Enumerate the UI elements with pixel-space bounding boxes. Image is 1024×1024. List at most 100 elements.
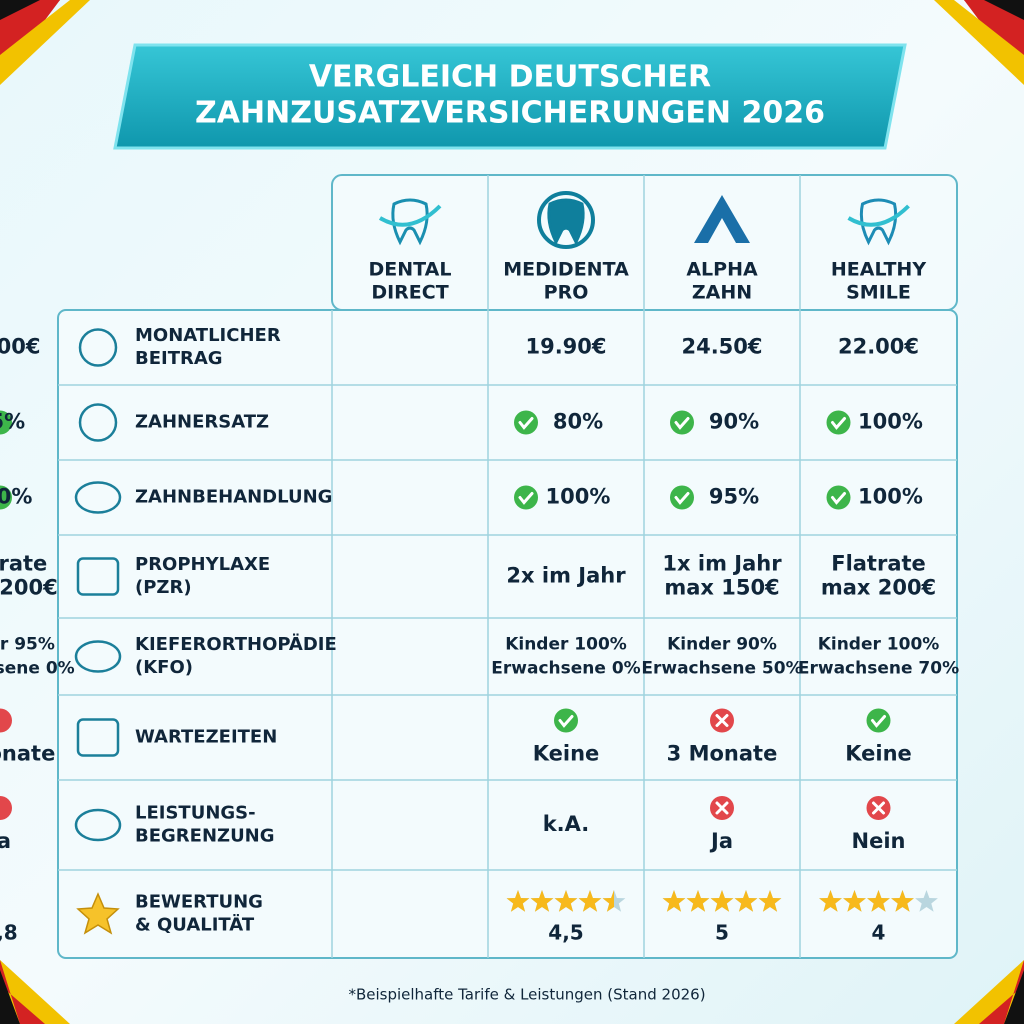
cell-text: Kinder 95% [0,635,55,655]
cell-text: 100% [858,485,923,509]
row-icon [74,481,122,514]
star-filled [819,890,842,912]
cell-text: 85% [0,410,25,434]
cell-text: Kinder 100% [505,635,627,655]
cell-text: Erwachsene 0% [0,659,75,679]
provider-name: HEALTHY [831,259,926,281]
provider-logo [378,198,442,246]
status-circle [554,708,578,733]
provider-logo [847,198,910,246]
cell-text: 90% [709,410,759,434]
status-circle [0,410,12,435]
provider-name: MEDIDENTA [503,259,629,281]
cell-text: 1x im Jahr [662,552,782,576]
row-label: KIEFERORTHOPÄDIE [135,633,337,655]
cell-text: max 150€ [664,576,779,600]
star-filled [758,890,782,912]
status-glyph [831,417,846,430]
status-glyph [715,714,729,727]
status-circle [514,410,538,435]
status-circle [866,708,891,733]
status-icon [0,411,12,435]
cell-text: 28.00€ [0,335,41,359]
cell-text: 6 Monate [0,742,55,766]
provider-name: DENTAL [369,259,452,281]
cell-text: Flatrate [0,552,47,576]
cell-text: Erwachsene 50% [641,659,802,679]
cell-text: 19.90€ [525,335,606,359]
cell-text: Erwachsene 0% [491,659,640,679]
status-glyph [558,715,574,728]
star-empty [915,890,938,912]
row-label: BEWERTUNG [135,892,263,913]
provider-name: ALPHA [686,259,758,281]
row-icon [76,892,120,935]
star-filled [867,890,890,912]
cell-text: Ja [709,829,733,853]
status-icon [710,796,734,820]
cell-text: Flatrate [831,552,926,576]
title-line: ZAHNZUSATZVERSICHERUNGEN 2026 [195,96,825,131]
star-filled [554,890,578,912]
star-rating [506,890,626,912]
status-circle [0,485,12,510]
table-body [57,309,958,959]
cell-text: Keine [845,742,912,766]
status-glyph [831,492,846,505]
star-filled [734,890,758,912]
status-icon [710,708,734,733]
star-filled [843,890,866,912]
logo-swoosh [847,204,910,227]
cell-text: Kinder 90% [667,635,777,655]
cell-text: k.A. [543,812,590,836]
status-icon [514,410,538,435]
cell-text: 2x im Jahr [506,564,626,588]
status-icon [826,485,851,510]
status-icon [0,486,12,510]
row-label: WARTEZEITEN [135,727,277,748]
cell-text: Keine [533,742,600,766]
status-icon [866,708,891,733]
cell-text: 95% [709,485,759,509]
star-filled [530,890,554,912]
title-banner [113,43,907,150]
row-icon [76,557,120,596]
row-label: BEGRENZUNG [135,826,275,847]
cell-text: Erwachsene 70% [798,659,959,679]
star-filled [662,890,686,912]
status-glyph [518,492,534,505]
row-label: BEITRAG [135,348,223,369]
row-label: (KFO) [135,657,193,678]
status-icon [554,708,578,733]
status-icon [514,485,538,510]
status-circle [514,485,538,510]
star-rating [662,890,782,912]
status-icon [866,796,891,820]
rating-label: 4,5 [548,921,583,945]
rating-label: 4 [872,921,886,945]
cell-text: 24.50€ [681,335,762,359]
logo-swoosh [378,204,442,227]
provider-name: PRO [544,282,589,304]
logo-tooth [547,198,585,246]
rating-label: 5 [715,921,729,945]
row-label: ZAHNBEHANDLUNG [135,487,332,508]
cell-text: max 200€ [821,576,936,600]
cell-text: 22.00€ [838,335,919,359]
row-label: PROPHYLAXE [135,554,270,575]
star-filled [506,890,530,912]
status-circle [670,410,694,435]
cell-text: 3 Monate [667,742,778,766]
status-glyph [518,417,534,430]
status-circle [0,708,12,733]
logo-tooth [391,198,429,246]
status-circle [0,796,12,820]
status-glyph [674,417,690,430]
cell-text: Ja [0,829,11,853]
rating-label: 4,8 [0,921,18,945]
star-filled [891,890,914,912]
row-label: MONATLICHER [135,325,281,346]
